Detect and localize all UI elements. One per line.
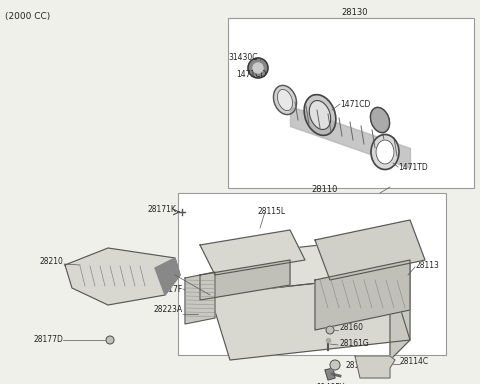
Text: 1471CD: 1471CD [340, 100, 371, 109]
Polygon shape [210, 275, 410, 360]
Polygon shape [200, 260, 290, 300]
Polygon shape [155, 258, 180, 295]
Polygon shape [390, 235, 410, 360]
Text: 28113: 28113 [415, 260, 439, 270]
Text: (2000 CC): (2000 CC) [5, 12, 50, 21]
Ellipse shape [371, 134, 399, 169]
Circle shape [248, 58, 268, 78]
Text: 31430C: 31430C [228, 53, 257, 62]
Text: 28160A: 28160A [345, 361, 374, 369]
Polygon shape [200, 230, 305, 275]
Ellipse shape [277, 89, 293, 111]
Circle shape [326, 326, 334, 334]
Text: 28114C: 28114C [400, 358, 429, 366]
Ellipse shape [304, 94, 336, 136]
Ellipse shape [376, 140, 394, 164]
Text: 28110: 28110 [312, 185, 338, 194]
Polygon shape [210, 235, 410, 295]
Polygon shape [185, 272, 215, 324]
Polygon shape [315, 260, 410, 330]
Text: 28130: 28130 [342, 8, 368, 17]
Text: 28171K: 28171K [147, 205, 176, 215]
Polygon shape [325, 368, 335, 380]
Text: 28161G: 28161G [340, 339, 370, 349]
Text: 1140FY: 1140FY [316, 383, 344, 384]
Ellipse shape [371, 108, 390, 132]
Polygon shape [315, 220, 425, 280]
Bar [178, 193, 446, 355]
Text: 28210: 28210 [39, 258, 63, 266]
Circle shape [106, 336, 114, 344]
Bar [228, 18, 474, 188]
Polygon shape [355, 356, 395, 378]
Circle shape [253, 63, 263, 73]
Ellipse shape [274, 85, 297, 114]
Polygon shape [65, 248, 180, 305]
Text: 1471TD: 1471TD [398, 163, 428, 172]
Ellipse shape [309, 101, 331, 129]
Text: 1471CD: 1471CD [236, 70, 266, 79]
Text: 28177D: 28177D [33, 336, 63, 344]
Text: 28223A: 28223A [154, 306, 183, 314]
Text: 28160: 28160 [340, 323, 364, 333]
Text: 28115L: 28115L [258, 207, 286, 216]
Text: 28117F: 28117F [155, 285, 183, 294]
Circle shape [330, 360, 340, 370]
